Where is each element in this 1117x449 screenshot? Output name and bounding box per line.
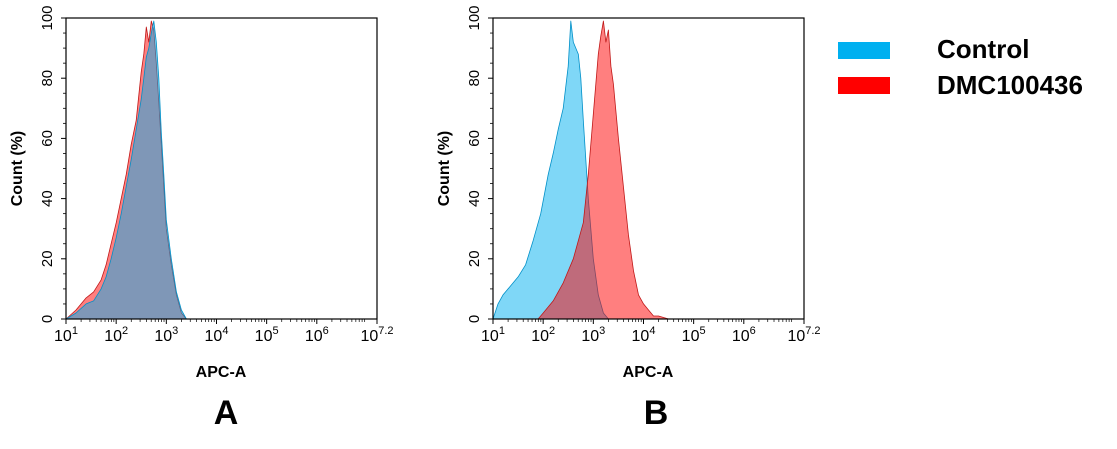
y-tick-label: 20	[466, 250, 483, 267]
x-tick-label: 107.2	[787, 325, 820, 345]
y-axis-title: Count (%)	[436, 131, 453, 207]
y-tick-label: 60	[39, 130, 56, 147]
x-tick-label: 102	[531, 325, 555, 345]
x-tick-label: 101	[54, 325, 78, 345]
y-tick-label: 80	[466, 70, 483, 87]
y-tick-label: 40	[39, 190, 56, 207]
x-tick-label: 105	[682, 325, 706, 345]
legend-swatch-control	[838, 42, 890, 59]
histogram-panel-b: 0 20 40 60 80 100 101 102 103 104 105 106 107.2 APC-A…	[436, 5, 821, 381]
histogram-panel-a: 0 20 40 60 80 100 101 102 103 104 105 106 107.2 APC-A…	[9, 5, 394, 381]
x-tick-label: 104	[205, 325, 229, 345]
x-tick-label: 104	[632, 325, 656, 345]
legend: Control DMC100436	[838, 34, 1083, 100]
y-tick-label: 60	[466, 130, 483, 147]
y-tick-label: 20	[39, 250, 56, 267]
legend-label-control: Control	[937, 34, 1029, 64]
y-tick-label: 0	[466, 315, 483, 323]
x-tick-label: 103	[154, 325, 178, 345]
panel-label-b: B	[644, 394, 669, 432]
x-axis-title: APC-A	[196, 364, 247, 381]
y-tick-label: 80	[39, 70, 56, 87]
x-tick-label: 107.2	[360, 325, 393, 345]
x-tick-label: 101	[481, 325, 505, 345]
histogram-area-control	[65, 20, 192, 320]
x-tick-label: 103	[581, 325, 605, 345]
histogram-area-dmc100436	[537, 20, 669, 320]
y-tick-label: 40	[466, 190, 483, 207]
x-tick-label: 106	[305, 325, 329, 345]
x-tick-label: 102	[104, 325, 128, 345]
y-tick-label: 100	[466, 5, 483, 30]
x-tick-label: 105	[255, 325, 279, 345]
y-axis-title: Count (%)	[9, 131, 26, 207]
legend-label-dmc100436: DMC100436	[937, 70, 1083, 100]
x-axis-title: APC-A	[623, 364, 674, 381]
y-tick-label: 0	[39, 315, 56, 323]
y-tick-label: 100	[39, 5, 56, 30]
legend-swatch-dmc100436	[838, 77, 890, 94]
x-tick-label: 106	[732, 325, 756, 345]
panel-label-a: A	[214, 394, 239, 432]
